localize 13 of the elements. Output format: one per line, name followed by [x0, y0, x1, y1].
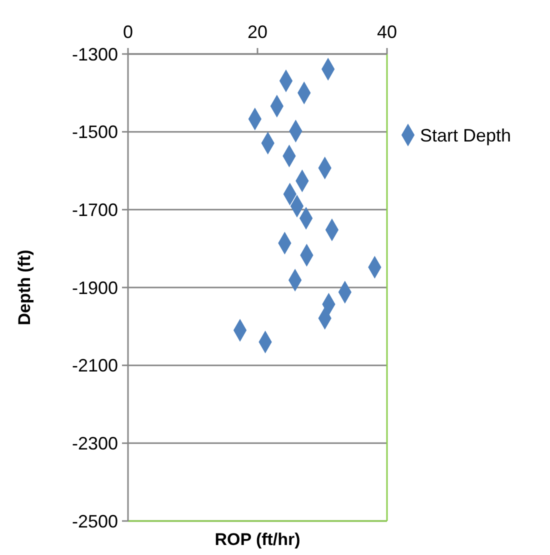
y-tick-label: -2100 — [72, 356, 118, 376]
y-tick-label: -1900 — [72, 278, 118, 298]
y-tick-label: -1500 — [72, 122, 118, 142]
y-tick-label: -2500 — [72, 511, 118, 532]
y-tick-label: -2300 — [72, 433, 118, 454]
x-tick-label: 0 — [122, 22, 134, 42]
x-axis-title: ROP (ft/hr) — [214, 530, 300, 549]
y-axis-title: Depth (ft) — [15, 250, 34, 326]
legend-label: Start Depth — [420, 125, 512, 146]
x-tick-label: 40 — [376, 22, 398, 42]
x-tick-label: 20 — [247, 22, 268, 42]
y-tick-label: -1300 — [72, 44, 118, 64]
y-tick-label: -1700 — [72, 200, 118, 220]
